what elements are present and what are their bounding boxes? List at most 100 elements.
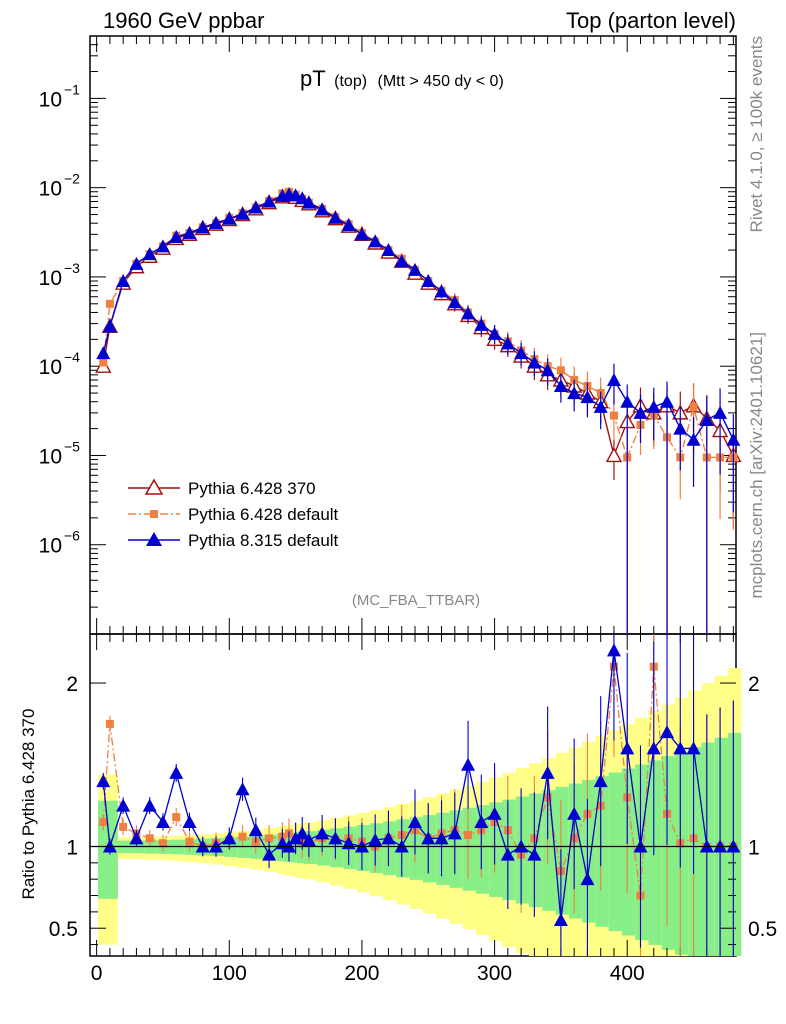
data-point	[487, 326, 502, 340]
data-point	[407, 262, 422, 276]
x-tick-label: 200	[344, 962, 379, 985]
legend-entry-p8: Pythia 8.315 default	[128, 531, 339, 550]
data-point	[295, 191, 310, 205]
data-point	[169, 230, 184, 244]
data-point	[315, 202, 330, 216]
legend-marker-filled-triangle	[146, 532, 162, 546]
main-y-axis: 10−610−510−410−310−210−1	[39, 35, 736, 635]
legend-entry-p6-default: Pythia 6.428 default	[128, 505, 339, 524]
header-left: 1960 GeV ppbar	[103, 8, 264, 33]
band-inner	[608, 772, 622, 932]
plot-title-cuts: (Mtt > 450 dy < 0)	[378, 73, 504, 90]
series-2	[96, 187, 741, 634]
ratio-point	[620, 741, 635, 755]
y-tick-label: 10	[39, 356, 62, 379]
y-tick-exponent: −3	[64, 260, 80, 276]
data-point	[673, 421, 688, 435]
ratio-y-tick-label-right: 0.5	[748, 918, 777, 941]
data-point	[726, 432, 741, 446]
data-point	[527, 355, 542, 369]
data-point	[99, 358, 108, 367]
data-point	[580, 390, 595, 404]
main-series-layer	[95, 186, 742, 634]
ratio-point	[142, 798, 157, 812]
data-point	[105, 299, 114, 308]
legend-entry-p6-370: Pythia 6.428 370	[128, 478, 316, 498]
data-point	[689, 402, 698, 411]
ratio-point	[646, 741, 661, 755]
data-point	[633, 405, 648, 419]
ratio-point	[105, 719, 114, 728]
legend-marker-square	[150, 510, 158, 518]
ratio-point	[540, 765, 555, 779]
band-inner	[674, 751, 689, 955]
ratio-point	[487, 806, 502, 820]
band-inner	[648, 760, 662, 945]
data-point	[102, 319, 117, 333]
ratio-point	[527, 847, 542, 861]
ratio-y-label: Ratio to Pythia 6.428 370	[19, 709, 38, 900]
x-tick-label: 400	[610, 962, 645, 985]
main-plot-frame	[89, 35, 737, 635]
ratio-point	[434, 831, 449, 845]
data-point	[142, 247, 157, 261]
ratio-point	[99, 817, 108, 826]
plot-title: pT (top) (Mtt > 450 dy < 0)	[300, 66, 504, 91]
ratio-uncertainty-bands	[97, 668, 742, 956]
band-inner	[462, 807, 477, 891]
x-axis: 0 100 200 300 400	[91, 36, 734, 985]
y-tick-exponent: −2	[64, 171, 80, 187]
ratio-point	[129, 831, 144, 845]
ratio-y-tick-label: 0.5	[49, 918, 78, 941]
data-point	[116, 274, 131, 288]
data-point	[514, 346, 529, 360]
legend-label: Pythia 6.428 370	[188, 479, 316, 498]
data-point	[195, 220, 210, 234]
ratio-point	[222, 831, 237, 845]
rivet-label: Rivet 4.1.0, ≥ 100k events	[747, 36, 766, 232]
ratio-point	[381, 831, 396, 845]
band-inner	[237, 836, 251, 858]
y-tick-label: 10	[39, 178, 62, 201]
ratio-point	[145, 834, 154, 843]
data-point	[567, 386, 582, 400]
ratio-point	[301, 832, 316, 846]
ratio-point	[461, 757, 476, 771]
ratio-point	[119, 822, 128, 831]
y-tick-exponent: −6	[64, 528, 80, 544]
data-point	[447, 295, 462, 309]
x-tick-label: 0	[91, 962, 103, 985]
ratio-point	[553, 913, 568, 927]
band-inner	[97, 800, 109, 899]
data-point	[605, 446, 623, 463]
data-point	[301, 195, 316, 209]
band-inner	[582, 779, 596, 923]
data-point	[182, 226, 197, 240]
band-inner	[595, 776, 609, 927]
ratio-y-tick-label-right: 1	[748, 836, 760, 859]
band-inner	[568, 783, 583, 919]
band-inner	[688, 747, 702, 956]
data-point	[222, 211, 237, 225]
data-point	[686, 432, 701, 446]
ratio-point	[235, 782, 250, 796]
band-inner	[621, 768, 636, 936]
data-point	[646, 399, 661, 413]
data-point	[328, 210, 343, 224]
y-tick-label: 10	[39, 267, 62, 290]
data-point	[553, 379, 568, 393]
data-point	[235, 206, 250, 220]
ratio-point	[593, 774, 608, 788]
ratio-point	[660, 725, 675, 739]
data-point	[609, 411, 618, 420]
y-tick-exponent: −1	[64, 81, 80, 97]
ratio-point	[606, 643, 621, 657]
data-point	[606, 373, 621, 387]
ratio-point	[686, 741, 701, 755]
ratio-y-tick-label: 2	[66, 673, 78, 696]
data-point	[660, 394, 675, 408]
y-tick-label: 10	[39, 535, 62, 558]
ratio-point	[673, 741, 688, 755]
plot-title-sub: (top)	[334, 73, 367, 90]
